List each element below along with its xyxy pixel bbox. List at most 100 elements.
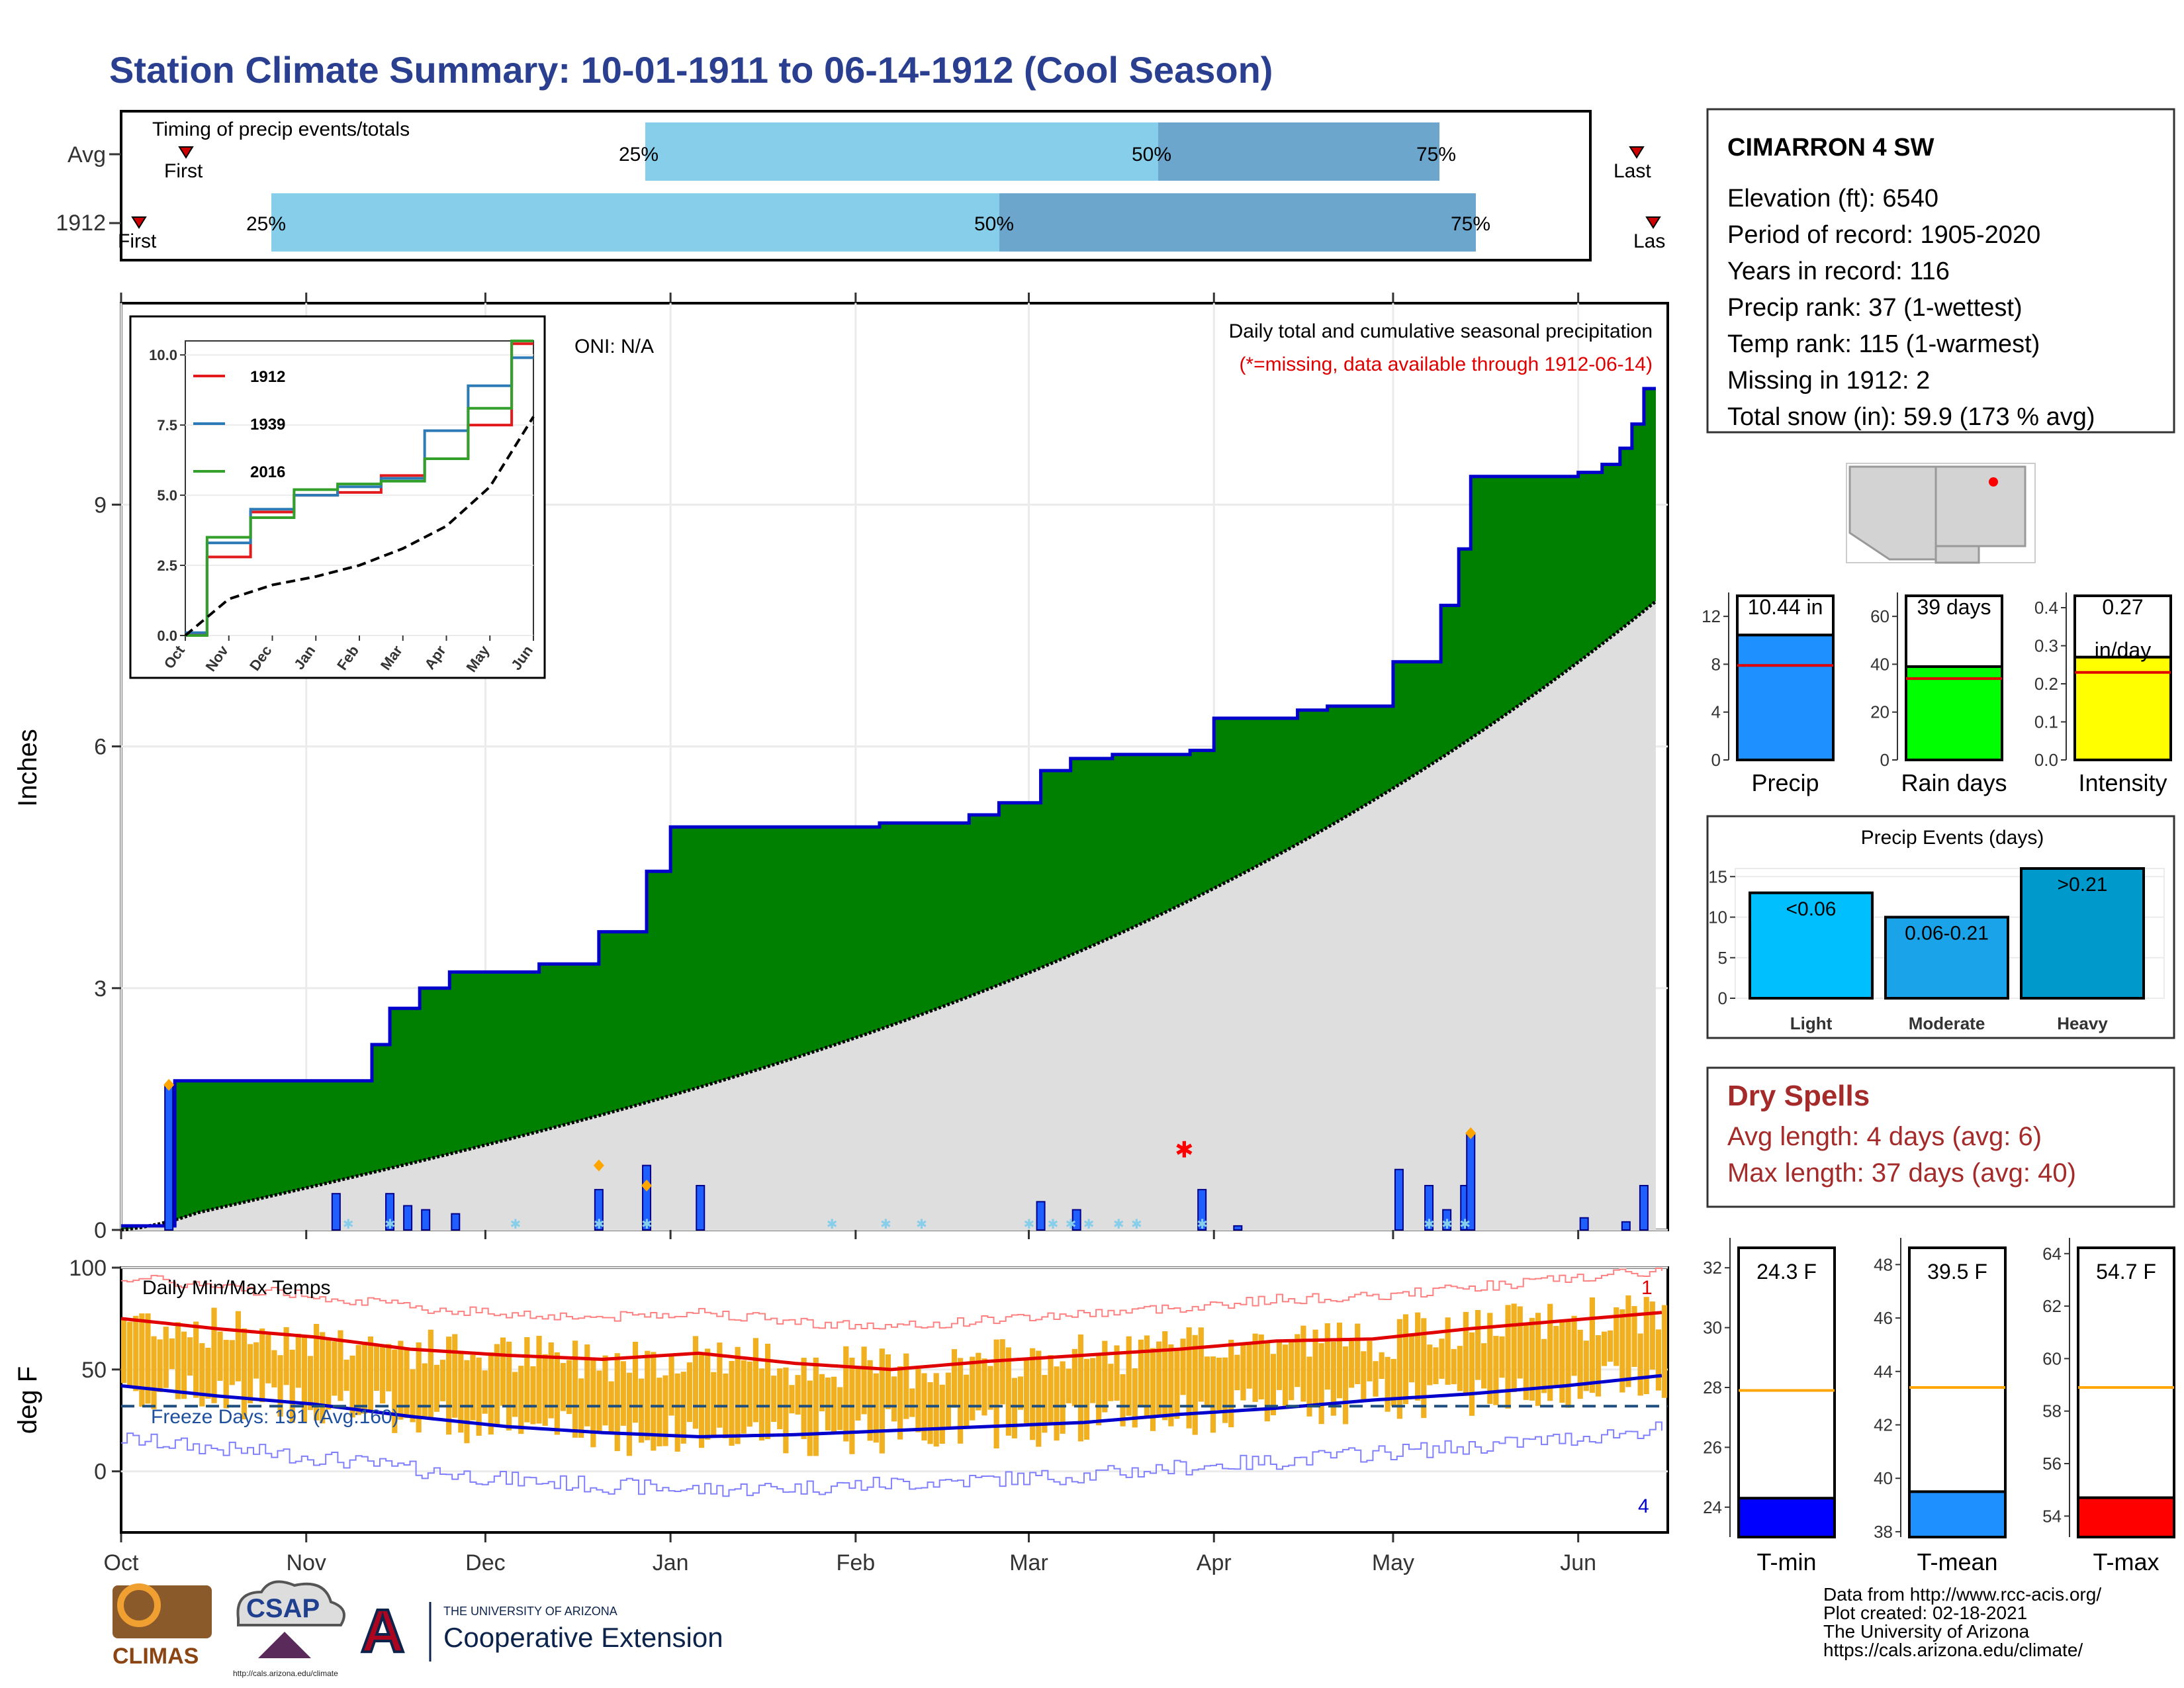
timing-label: Timing of precip events/totals [152, 118, 410, 140]
daily-temp-bar [1342, 1346, 1349, 1425]
missing-data-star-icon: ✱ [1175, 1137, 1194, 1162]
daily-temp-bar [1186, 1327, 1192, 1429]
dry-spells-title: Dry Spells [1727, 1080, 1870, 1112]
snow-day-marker-icon: ✱ [343, 1217, 354, 1232]
snow-day-marker-icon: ✱ [1441, 1217, 1453, 1232]
daily-temp-bar [157, 1339, 163, 1393]
daily-temp-bar [1445, 1317, 1451, 1385]
daily-temp-bar [939, 1384, 945, 1444]
mini-y-tick-label: 4 [1711, 702, 1721, 722]
inset-legend-label: 1939 [250, 416, 285, 434]
daily-temp-bar [205, 1348, 211, 1399]
daily-temp-bar [422, 1363, 428, 1417]
daily-temp-bar [1415, 1312, 1421, 1401]
timing-row-1912-label: 1912 [56, 211, 106, 236]
daily-temp-bar [729, 1360, 735, 1446]
daily-temp-bar [843, 1346, 849, 1442]
mini-y-tick-label: 0.3 [2034, 636, 2058, 656]
daily-temp-bar [1330, 1341, 1336, 1416]
daily-temp-bar [1150, 1348, 1156, 1431]
mini-bar-value [1736, 633, 1835, 761]
daily-temp-bar [1216, 1358, 1222, 1411]
daily-temp-bar [1631, 1306, 1637, 1367]
daily-temp-bar [657, 1378, 662, 1446]
month-label: Nov [286, 1550, 326, 1575]
daily-temp-bar [1553, 1326, 1559, 1385]
daily-temp-bar [1144, 1335, 1150, 1417]
daily-temp-bar [548, 1342, 554, 1419]
daily-temp-bar [367, 1336, 374, 1411]
precip-y-tick-label: 0 [94, 1218, 107, 1243]
mini-y-tick-label: 0.0 [2034, 750, 2058, 770]
daily-temp-bar [1649, 1301, 1655, 1370]
tbar-y-tick-label: 58 [2042, 1401, 2062, 1421]
daily-temp-bar [433, 1364, 440, 1412]
ua-logo: A THE UNIVERSITY OF ARIZONA Cooperative … [359, 1596, 723, 1666]
daily-temp-bar [879, 1348, 885, 1454]
observed-cumulative-line [121, 387, 1656, 1228]
tbar-y-tick-label: 24 [1703, 1497, 1722, 1517]
mini-bar-outline [1905, 594, 2003, 669]
daily-temp-bar [1379, 1352, 1385, 1380]
dry-spells-avg: Avg length: 4 days (avg: 6) [1727, 1122, 2042, 1151]
daily-temp-bar [837, 1387, 843, 1430]
footer-credits: Data from http://www.rcc-acis.org/ Plot … [1823, 1584, 2101, 1660]
daily-temp-bar [1361, 1351, 1367, 1401]
daily-temp-bar [1535, 1313, 1541, 1406]
events-y-tick-label: 5 [1718, 948, 1727, 968]
daily-temp-bar [343, 1360, 349, 1391]
climas-logo: CLIMAS [113, 1583, 212, 1669]
daily-temp-bar [752, 1338, 758, 1423]
events-y-tick-label: 15 [1708, 867, 1727, 886]
daily-temp-bar [247, 1344, 253, 1403]
snow-day-marker-icon: ✱ [1459, 1217, 1471, 1232]
daily-temp-bar [151, 1336, 157, 1409]
daily-temp-bar [199, 1343, 205, 1407]
daily-temp-bar [121, 1319, 127, 1383]
daily-temp-bar [1077, 1334, 1084, 1442]
daily-temp-bar [1643, 1297, 1649, 1395]
daily-temp-bar [891, 1376, 897, 1422]
snow-day-marker-icon: ✱ [1066, 1217, 1077, 1232]
daily-temp-bar [295, 1333, 301, 1388]
daily-temp-bar [783, 1367, 789, 1454]
climas-sun-icon [117, 1583, 161, 1627]
daily-temp-bar [825, 1378, 831, 1430]
timing-1912-q25-q50 [271, 193, 999, 252]
daily-temp-bar [530, 1366, 536, 1425]
timing-row-avg-label: Avg [68, 142, 106, 167]
daily-temp-bar [1083, 1358, 1090, 1440]
daily-temp-bar [1048, 1355, 1054, 1424]
daily-temp-bar [1318, 1343, 1324, 1425]
daily-temp-bar [1402, 1314, 1409, 1405]
daily-temp-bar [933, 1373, 939, 1447]
first-marker-1912 [131, 216, 147, 229]
observed-cumulative-area [121, 389, 1656, 1230]
mini-y-tick-label: 0.2 [2034, 674, 2058, 694]
new-mexico-shape [1934, 465, 2026, 547]
daily-temp-bar [970, 1356, 976, 1421]
daily-temp-bar [271, 1350, 277, 1387]
inset-average-line [184, 416, 535, 637]
daily-temp-bar [500, 1337, 506, 1406]
daily-temp-bar [1030, 1348, 1036, 1440]
daily-temp-bar [1373, 1361, 1379, 1397]
daily-temp-bar [320, 1332, 326, 1424]
daily-temp-bar [1408, 1333, 1415, 1383]
daily-temp-bar [717, 1342, 723, 1428]
temp-corner-bottom: 4 [1638, 1495, 1649, 1517]
mini-y-tick-label: 0 [1880, 750, 1889, 770]
daily-temp-bar [711, 1372, 717, 1437]
mini-y-tick-label: 0.4 [2034, 598, 2058, 618]
mini-bar-value-label: 0.27 [2102, 595, 2143, 619]
snow-diamond-icon [641, 1180, 653, 1192]
daily-temp-bar [596, 1370, 602, 1432]
month-label: Apr [1197, 1550, 1232, 1575]
mini-y-tick-label: 8 [1711, 654, 1721, 674]
tbar-y-tick-label: 42 [1874, 1415, 1893, 1435]
snow-day-marker-icon: ✱ [1048, 1217, 1059, 1232]
daily-temp-bar [307, 1356, 314, 1411]
daily-temp-bar [566, 1360, 572, 1415]
daily-temp-bar [145, 1313, 151, 1404]
daily-temp-bar [1661, 1305, 1668, 1398]
